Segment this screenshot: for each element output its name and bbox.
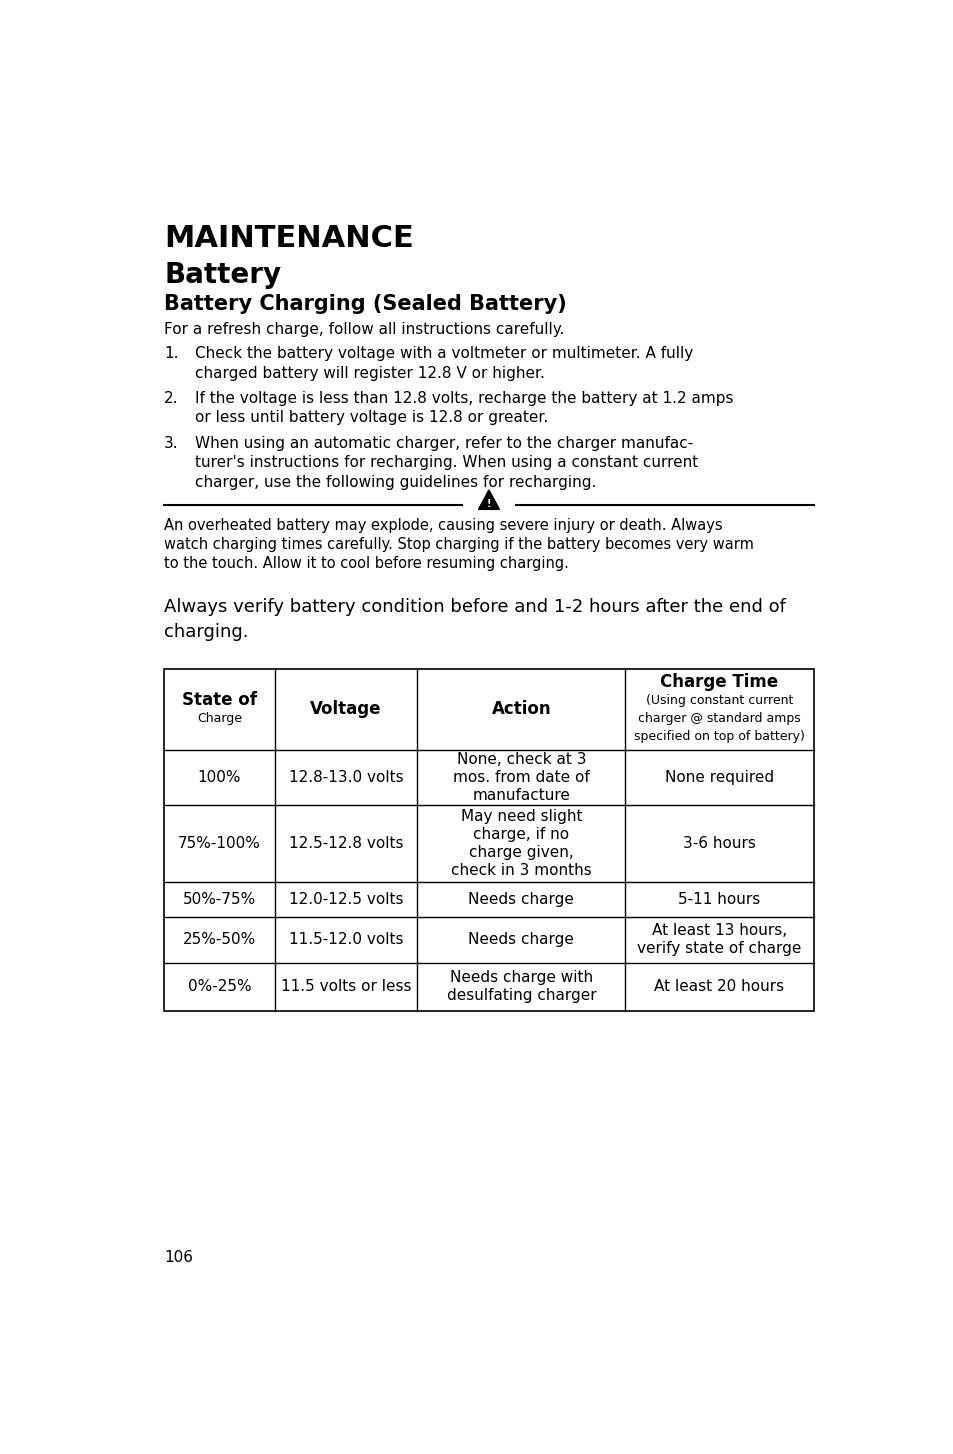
Text: 12.8-13.0 volts: 12.8-13.0 volts [289, 769, 403, 785]
Text: Charge Time: Charge Time [659, 673, 778, 691]
Polygon shape [478, 490, 498, 509]
Text: Check the battery voltage with a voltmeter or multimeter. A fully: Check the battery voltage with a voltmet… [195, 346, 693, 361]
Text: 12.0-12.5 volts: 12.0-12.5 volts [289, 891, 403, 907]
Text: verify state of charge: verify state of charge [637, 941, 801, 957]
Text: Action: Action [491, 701, 551, 718]
Text: to the touch. Allow it to cool before resuming charging.: to the touch. Allow it to cool before re… [164, 555, 569, 571]
Text: 12.5-12.8 volts: 12.5-12.8 volts [289, 836, 403, 851]
Text: (Using constant current: (Using constant current [645, 694, 792, 707]
Text: 11.5 volts or less: 11.5 volts or less [280, 980, 411, 995]
Text: charger, use the following guidelines for recharging.: charger, use the following guidelines fo… [195, 475, 596, 490]
Text: watch charging times carefully. Stop charging if the battery becomes very warm: watch charging times carefully. Stop cha… [164, 537, 753, 553]
Text: When using an automatic charger, refer to the charger manufac-: When using an automatic charger, refer t… [195, 436, 693, 451]
Text: charger @ standard amps: charger @ standard amps [638, 712, 800, 724]
Text: charged battery will register 12.8 V or higher.: charged battery will register 12.8 V or … [195, 366, 544, 381]
Text: !: ! [486, 499, 491, 509]
Text: Battery Charging (Sealed Battery): Battery Charging (Sealed Battery) [164, 294, 566, 314]
Text: charging.: charging. [164, 622, 249, 641]
Text: 5-11 hours: 5-11 hours [678, 891, 760, 907]
Text: 1.: 1. [164, 346, 178, 361]
Text: If the voltage is less than 12.8 volts, recharge the battery at 1.2 amps: If the voltage is less than 12.8 volts, … [195, 391, 733, 406]
Text: turer's instructions for recharging. When using a constant current: turer's instructions for recharging. Whe… [195, 455, 698, 470]
Text: 11.5-12.0 volts: 11.5-12.0 volts [289, 932, 403, 948]
Text: 3.: 3. [164, 436, 178, 451]
Text: Needs charge with: Needs charge with [450, 970, 593, 986]
Text: At least 13 hours,: At least 13 hours, [651, 923, 786, 938]
Text: 100%: 100% [197, 769, 241, 785]
Text: For a refresh charge, follow all instructions carefully.: For a refresh charge, follow all instruc… [164, 323, 564, 337]
Text: or less until battery voltage is 12.8 or greater.: or less until battery voltage is 12.8 or… [195, 410, 548, 426]
Text: charge, if no: charge, if no [473, 827, 569, 842]
Text: desulfating charger: desulfating charger [446, 989, 596, 1003]
Text: specified on top of battery): specified on top of battery) [634, 730, 804, 743]
Text: 3-6 hours: 3-6 hours [682, 836, 755, 851]
Text: Battery: Battery [164, 260, 281, 289]
Text: check in 3 months: check in 3 months [451, 864, 591, 878]
Text: 0%-25%: 0%-25% [188, 980, 251, 995]
Text: 50%-75%: 50%-75% [183, 891, 255, 907]
Text: MAINTENANCE: MAINTENANCE [164, 224, 414, 253]
Text: Needs charge: Needs charge [468, 891, 574, 907]
Text: Always verify battery condition before and 1-2 hours after the end of: Always verify battery condition before a… [164, 598, 785, 616]
Text: State of: State of [182, 691, 256, 710]
Text: None required: None required [664, 769, 773, 785]
Bar [164, 669, 813, 1011]
Text: charge given,: charge given, [469, 845, 573, 861]
Text: May need slight: May need slight [460, 808, 581, 824]
Text: Charge: Charge [196, 712, 242, 724]
Text: Needs charge: Needs charge [468, 932, 574, 948]
Text: None, check at 3: None, check at 3 [456, 752, 585, 766]
Text: An overheated battery may explode, causing severe injury or death. Always: An overheated battery may explode, causi… [164, 518, 722, 534]
Text: At least 20 hours: At least 20 hours [654, 980, 783, 995]
Text: Voltage: Voltage [310, 701, 381, 718]
Text: 106: 106 [164, 1250, 193, 1265]
Text: 25%-50%: 25%-50% [183, 932, 255, 948]
Text: manufacture: manufacture [472, 788, 570, 803]
Text: 75%-100%: 75%-100% [178, 836, 260, 851]
Text: 2.: 2. [164, 391, 178, 406]
Text: mos. from date of: mos. from date of [453, 769, 589, 785]
